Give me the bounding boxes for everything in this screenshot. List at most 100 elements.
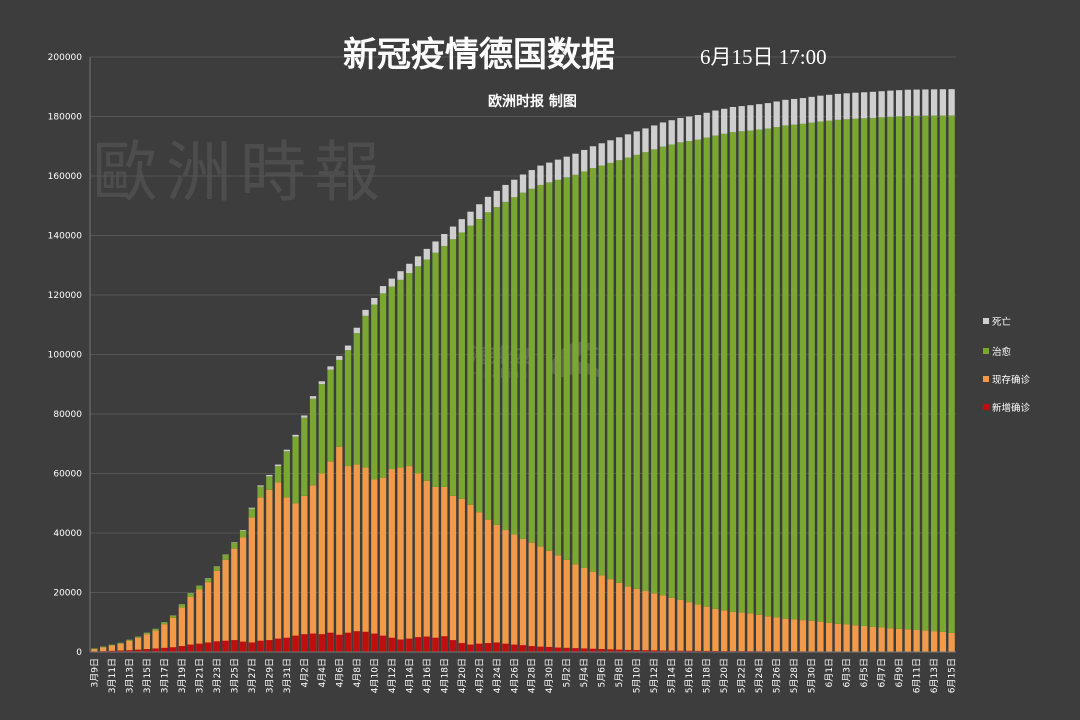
bar-death (791, 98, 798, 125)
bar-active (292, 503, 299, 652)
bar-recovered (852, 118, 859, 626)
legend-swatch (983, 318, 989, 324)
bar-new (266, 640, 273, 652)
x-tick-label: 5月18日 (702, 658, 713, 693)
bar-recovered (930, 115, 938, 632)
bar-death (878, 91, 885, 118)
x-tick-label: 3月25日 (229, 658, 240, 693)
bar-recovered (143, 632, 151, 635)
bar-day (406, 263, 413, 652)
bar-recovered (633, 154, 640, 589)
x-tick-label: 3月21日 (194, 658, 205, 693)
bar-recovered (721, 133, 728, 611)
bar-day (537, 165, 544, 652)
bar-active (511, 534, 518, 652)
bar-new (117, 650, 124, 652)
bar-day (677, 117, 684, 652)
bar-new (196, 643, 203, 652)
bar-recovered (659, 146, 667, 596)
x-tick-label: 3月23日 (212, 658, 223, 693)
bar-recovered (283, 451, 290, 498)
bar-new (371, 633, 378, 652)
bar-death (397, 271, 404, 280)
bar-recovered (397, 279, 404, 468)
legend-label: 治愈 (992, 346, 1012, 358)
bar-active (895, 628, 903, 652)
bar-recovered (878, 117, 885, 628)
bar-death (266, 474, 273, 477)
bar-day (134, 636, 142, 652)
bar-day (91, 648, 98, 652)
x-tick-label: 3月13日 (124, 658, 135, 693)
bar-day (239, 530, 247, 652)
bar-day (274, 464, 282, 652)
bar-recovered (843, 119, 850, 625)
x-tick-label: 4月14日 (404, 658, 415, 693)
bar-death (939, 89, 947, 116)
bar-active (852, 625, 859, 652)
chart-title: 新冠疫情德国数据 (343, 35, 615, 75)
bar-active (756, 614, 763, 652)
y-tick-label: 140000 (48, 232, 83, 242)
bar-active (799, 620, 807, 652)
bar-active (327, 461, 334, 652)
bar-day (887, 90, 894, 652)
bar-recovered (895, 116, 903, 629)
bar-day (668, 120, 675, 652)
bar-active (589, 571, 597, 652)
x-tick-label: 4月20日 (457, 658, 468, 693)
bar-death (913, 89, 920, 116)
bar-new (694, 650, 702, 652)
x-tick-label: 6月1日 (824, 658, 835, 687)
x-tick-label: 4月6日 (334, 658, 345, 687)
bar-active (178, 607, 185, 652)
bar-recovered (913, 115, 920, 630)
bar-new (178, 646, 185, 652)
bar-new (677, 650, 684, 652)
bar-active (432, 486, 439, 652)
bar-recovered (861, 118, 868, 626)
bar-recovered (91, 648, 98, 650)
bar-death (852, 92, 859, 119)
bar-recovered (169, 615, 177, 618)
bar-recovered (651, 149, 658, 594)
bar-active (222, 559, 229, 652)
bar-active (686, 602, 693, 652)
bar-active (651, 593, 658, 652)
bar-recovered (791, 124, 798, 620)
bar-active (738, 612, 745, 652)
bar-new (554, 647, 562, 652)
bar-active (388, 469, 395, 652)
bar-active (502, 530, 509, 652)
bar-day (379, 286, 387, 652)
bar-day (563, 156, 570, 652)
x-tick-label: 4月10日 (369, 658, 380, 693)
y-axis: 0 20000 40000 60000 80000 100000 120000 140000 1… (48, 53, 91, 658)
bar-day (633, 131, 640, 652)
bar-death (624, 134, 632, 158)
bar-death (668, 120, 675, 145)
bar-recovered (467, 225, 474, 505)
bar-active (423, 480, 430, 652)
bar-death (817, 95, 824, 122)
bar-recovered (178, 604, 185, 608)
bar-new (248, 642, 255, 652)
bar-death (887, 90, 894, 117)
legend-swatch (983, 404, 989, 410)
bar-death (589, 146, 597, 169)
bar-recovered (388, 286, 395, 470)
bar-active (274, 482, 282, 652)
bar-death (843, 93, 850, 120)
bar-new (204, 642, 212, 652)
bar-day (554, 159, 562, 652)
x-tick-label: 4月2日 (299, 658, 310, 687)
legend-swatch (983, 348, 989, 354)
bar-recovered (764, 128, 772, 617)
bar-recovered (484, 212, 492, 520)
bar-day (519, 174, 527, 652)
bar-active (484, 519, 492, 652)
bar-death (336, 355, 343, 360)
bar-new (441, 636, 448, 652)
bar-death (449, 226, 457, 240)
